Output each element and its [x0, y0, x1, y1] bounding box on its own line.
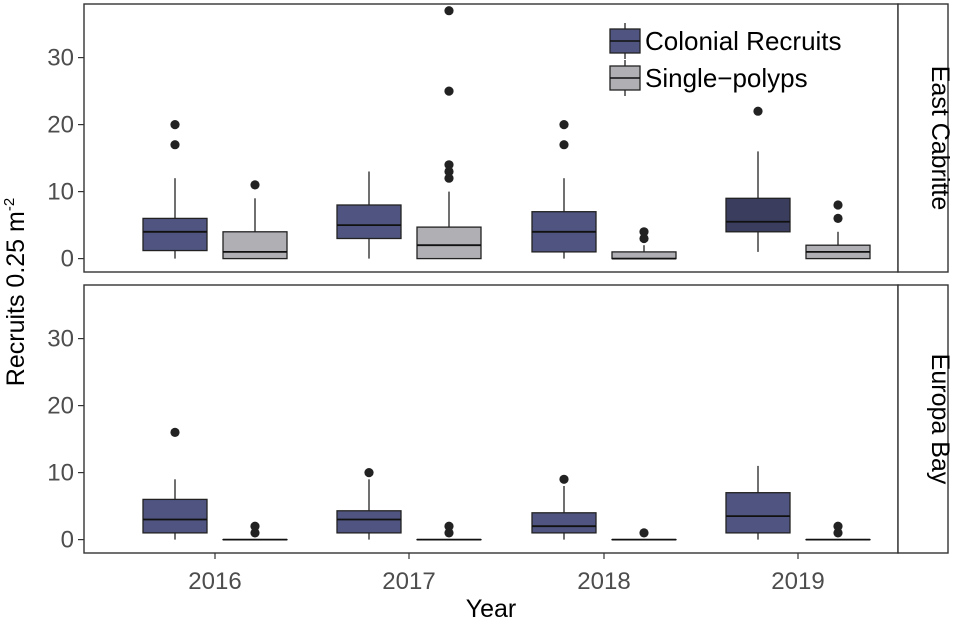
strip-label: East Cabritte — [926, 66, 954, 211]
outlier-point — [250, 522, 259, 531]
outlier-point — [250, 180, 259, 189]
outlier-point — [444, 522, 453, 531]
y-tick-label: 20 — [47, 112, 74, 139]
outlier-point — [444, 6, 453, 15]
outlier-point — [833, 214, 842, 223]
box-rect — [337, 511, 401, 533]
box-rect — [726, 493, 790, 533]
x-tick-label: 2017 — [382, 568, 435, 595]
panel-2: Europa Bay 0 10 20 30 — [47, 285, 954, 554]
y-tick-label: 10 — [47, 460, 74, 487]
outlier-point — [170, 120, 179, 129]
y-tick-label: 30 — [47, 326, 74, 353]
y-tick-label: 0 — [61, 527, 74, 554]
outlier-point — [639, 528, 648, 537]
outlier-point — [559, 475, 568, 484]
y-axis-title-text: Recruits 0.25 m — [2, 211, 30, 386]
outlier-point — [170, 140, 179, 149]
y-tick-label: 0 — [61, 246, 74, 273]
legend-entry-2: Single−polyps — [610, 60, 808, 96]
outlier-point — [833, 522, 842, 531]
box-rect — [532, 513, 596, 533]
outlier-point — [444, 87, 453, 96]
outlier-point — [170, 428, 179, 437]
y-tick-label: 20 — [47, 393, 74, 420]
strip-label: Europa Bay — [926, 354, 954, 485]
x-tick-label: 2019 — [771, 568, 824, 595]
axis-layer: 2016 2017 2018 2019 — [188, 553, 824, 595]
outlier-point — [833, 200, 842, 209]
box-rect — [417, 227, 481, 258]
box-rect — [143, 499, 207, 533]
box-rect — [337, 205, 401, 239]
outlier-point — [559, 120, 568, 129]
legend-entry-1: Colonial Recruits — [610, 23, 842, 59]
outlier-point — [559, 140, 568, 149]
outlier-point — [639, 227, 648, 236]
box-rect — [223, 232, 287, 259]
outlier-point — [753, 107, 762, 116]
box-rect — [612, 252, 676, 259]
outlier-point — [444, 160, 453, 169]
outlier-point — [364, 468, 373, 477]
y-tick-label: 10 — [47, 179, 74, 206]
x-tick-label: 2018 — [577, 568, 630, 595]
box-rect — [143, 218, 207, 250]
legend-label: Single−polyps — [645, 63, 808, 93]
legend-label: Colonial Recruits — [645, 26, 842, 56]
y-axis-title: Recruits 0.25 m-2 — [1, 198, 30, 386]
x-axis-title: Year — [466, 595, 517, 623]
box-rect — [726, 198, 790, 232]
x-tick-label: 2016 — [188, 568, 241, 595]
y-axis-title-superscript: -2 — [1, 198, 18, 211]
panels-layer: East Cabritte 0 10 20 30 Europa Bay 0 10 20 30 — [47, 4, 954, 554]
y-tick-label: 30 — [47, 45, 74, 72]
